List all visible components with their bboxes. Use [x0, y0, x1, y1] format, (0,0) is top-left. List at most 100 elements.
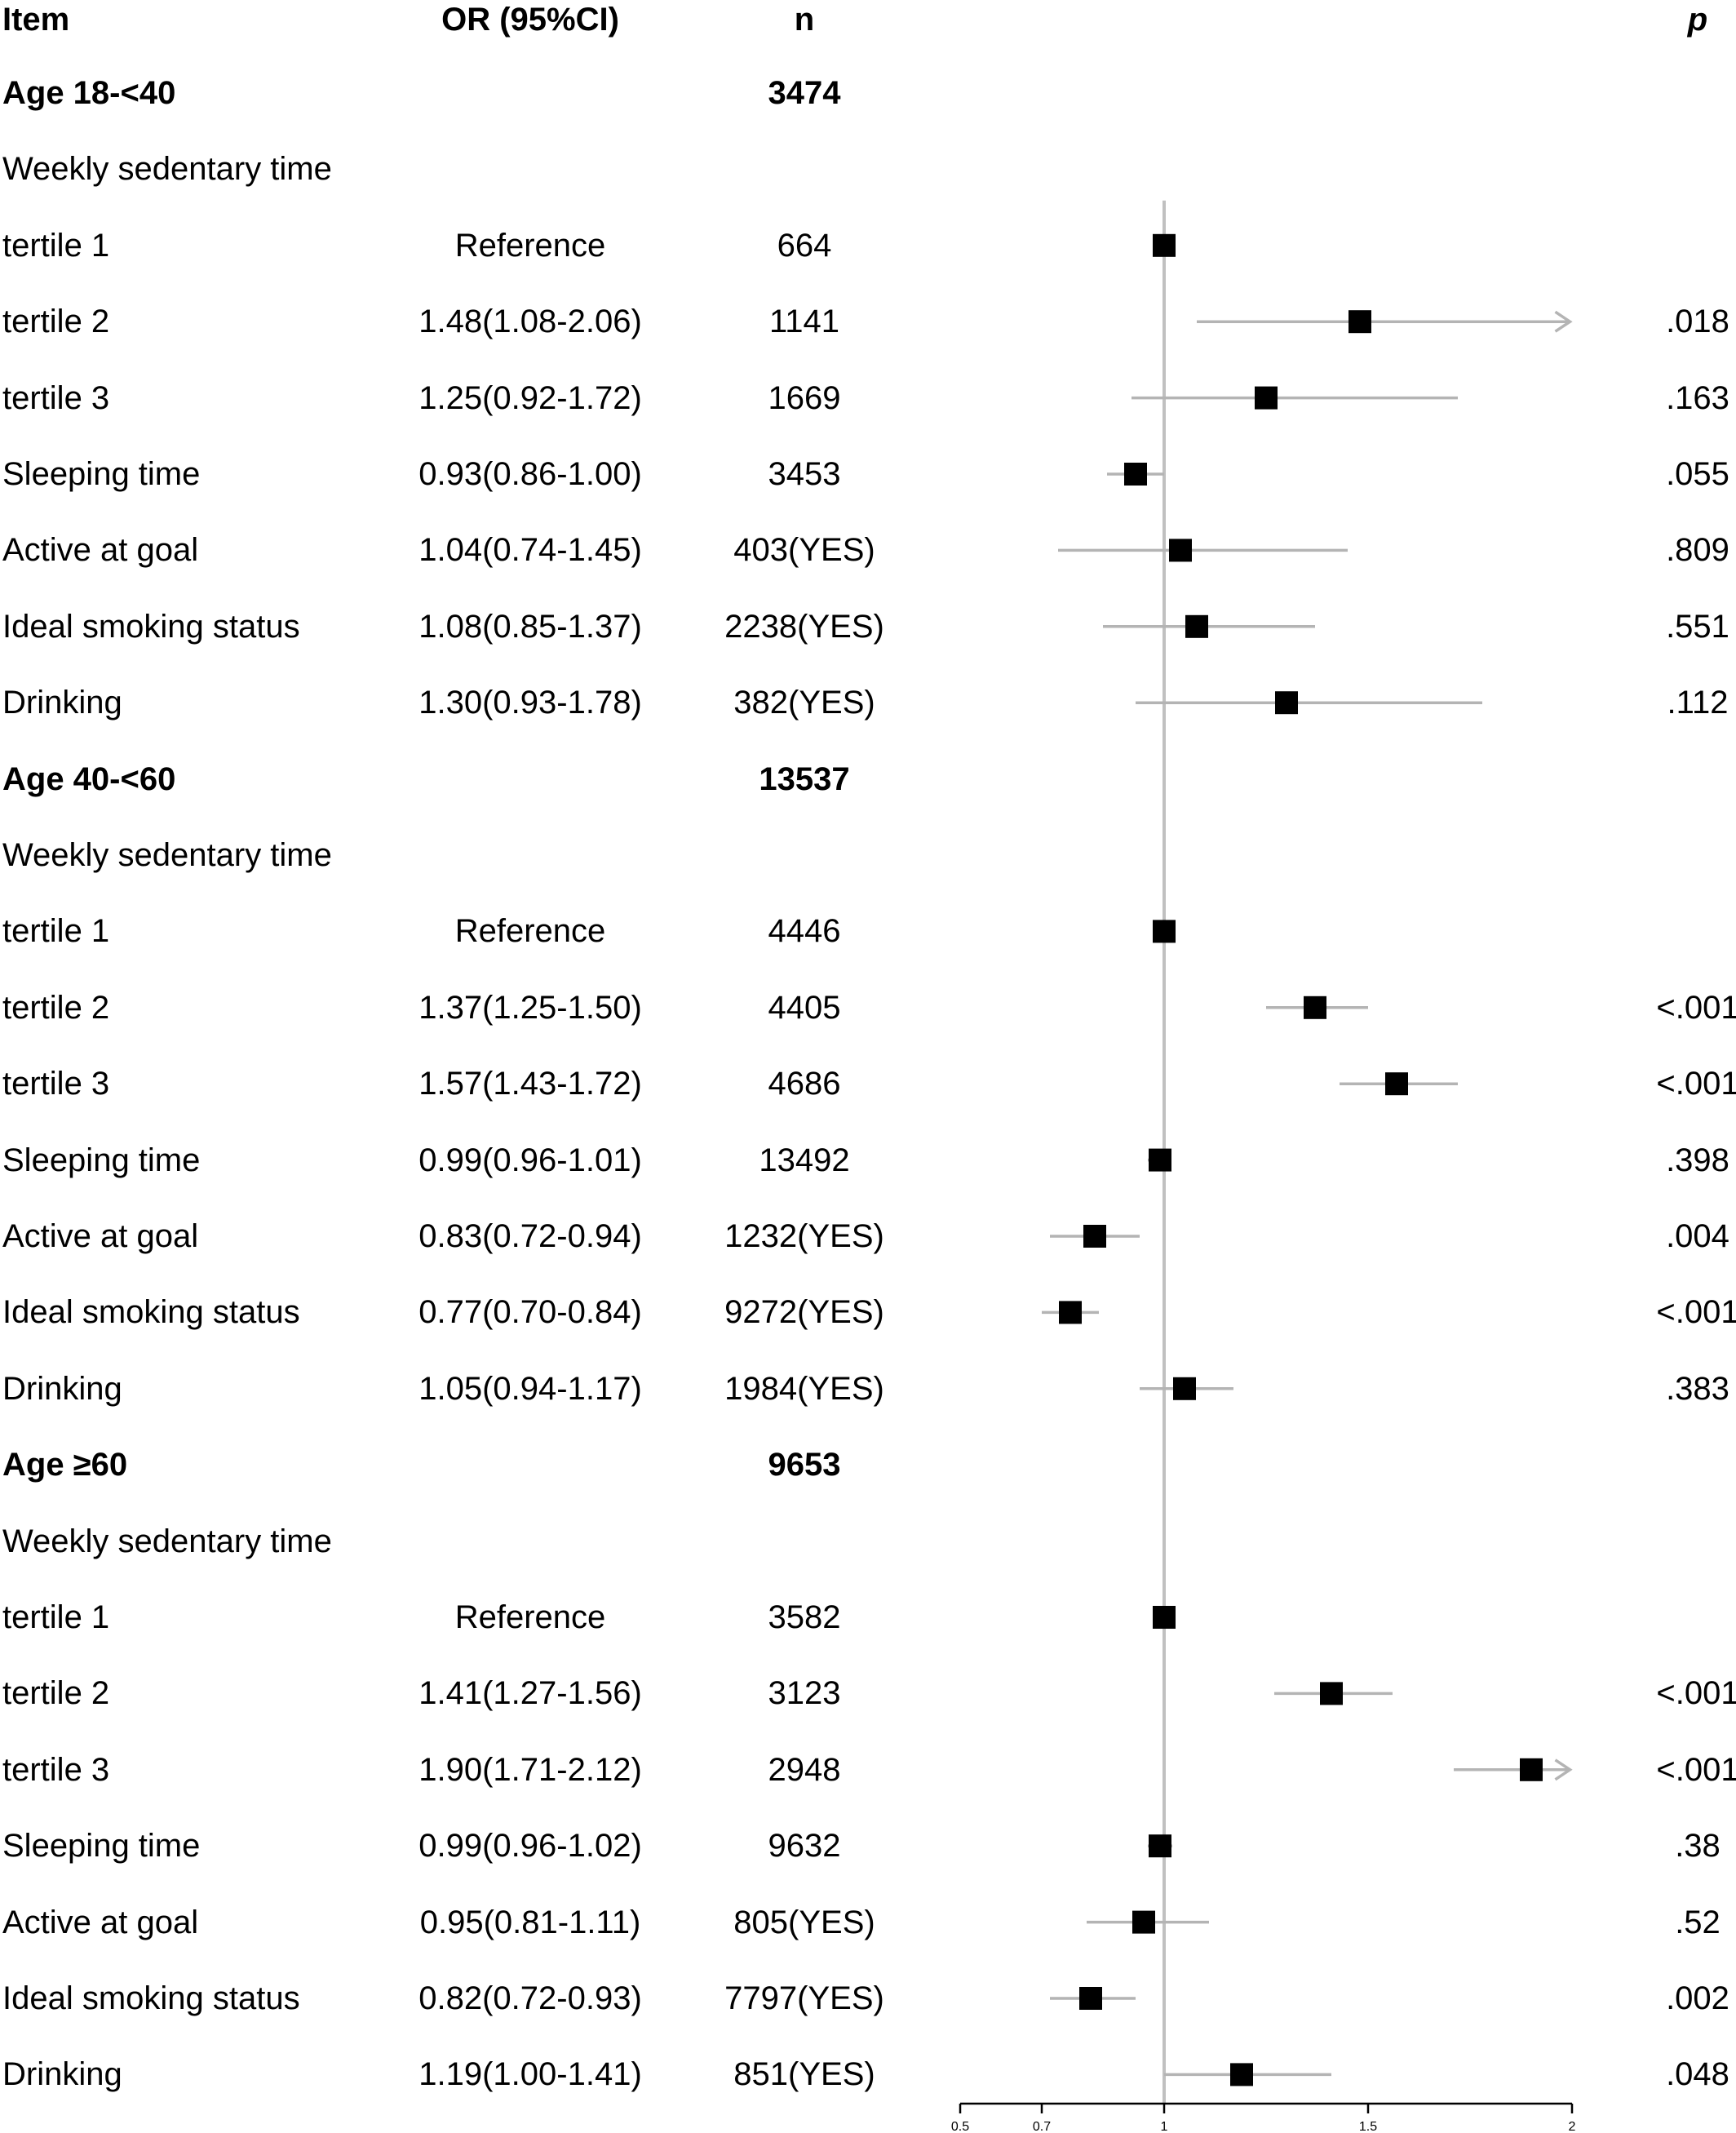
or-marker [1169, 539, 1192, 562]
or-marker [1255, 386, 1278, 410]
row-n: 851(YES) [733, 2056, 875, 2093]
x-axis: 0.5 0.7 1 1.5 2 [951, 2102, 1576, 2133]
row-p: .398 [1666, 1142, 1729, 1178]
row-or: 1.05(0.94-1.17) [418, 1370, 642, 1407]
row-p: .048 [1666, 2056, 1729, 2093]
row-item: tertile 3 [2, 1751, 110, 1788]
row-n: 3582 [768, 1599, 841, 1635]
or-marker [1079, 1987, 1102, 2010]
row-or: 1.19(1.00-1.41) [418, 2056, 642, 2093]
row-item: Drinking [2, 1370, 122, 1407]
row-n: 1669 [768, 379, 841, 416]
row-or: 1.37(1.25-1.50) [418, 989, 642, 1026]
row-n: 13492 [759, 1142, 850, 1178]
row-n: 2948 [768, 1751, 841, 1788]
row-item: Ideal smoking status [2, 1980, 300, 2016]
row-p: .112 [1667, 685, 1729, 721]
row-or: 1.57(1.43-1.72) [418, 1066, 642, 1102]
row-or: Reference [454, 1599, 606, 1635]
row-or: 1.30(0.93-1.78) [418, 685, 642, 721]
or-marker [1149, 1148, 1171, 1172]
header-item: Item [2, 2, 70, 38]
ci-arrow [1554, 310, 1573, 333]
or-marker [1230, 2063, 1253, 2086]
row-n: 1232(YES) [724, 1218, 884, 1254]
or-marker [1153, 1606, 1176, 1629]
row-p: <.001 [1656, 1675, 1736, 1712]
row-n: 805(YES) [733, 1904, 875, 1940]
row-item: tertile 3 [2, 379, 110, 416]
row-item: tertile 2 [2, 304, 110, 340]
or-marker [1304, 996, 1326, 1019]
row-item: Drinking [2, 685, 122, 721]
or-marker [1083, 1225, 1106, 1248]
row-n: 3123 [768, 1675, 841, 1712]
row-p: .52 [1675, 1904, 1720, 1940]
ci-lines-group [1042, 310, 1573, 2077]
x-tick-label: 0.7 [1033, 2120, 1051, 2133]
row-item: tertile 2 [2, 1675, 110, 1712]
row-item: tertile 1 [2, 227, 110, 264]
group-n: 13537 [759, 761, 850, 797]
row-or: 1.90(1.71-2.12) [418, 1751, 642, 1788]
x-tick-label: 2 [1569, 2120, 1576, 2133]
or-marker [1348, 310, 1371, 334]
row-or: Reference [454, 913, 606, 950]
or-marker [1153, 233, 1176, 257]
row-p: <.001 [1656, 1066, 1736, 1102]
row-item: Sleeping time [2, 456, 201, 492]
group-label: Age 40-<60 [2, 761, 176, 797]
row-item: Ideal smoking status [2, 608, 300, 645]
row-item: Drinking [2, 2056, 122, 2093]
x-tick-label: 1 [1161, 2120, 1168, 2133]
header-or: OR (95%CI) [441, 2, 619, 38]
or-marker [1153, 920, 1176, 943]
x-tick-label: 1.5 [1359, 2120, 1377, 2133]
row-or: 0.99(0.96-1.02) [418, 1828, 642, 1865]
markers-group [1059, 233, 1543, 2086]
row-n: 4446 [768, 913, 841, 950]
row-item: tertile 2 [2, 989, 110, 1026]
row-n: 382(YES) [733, 685, 875, 721]
row-p: .004 [1666, 1218, 1729, 1254]
row-p: <.001 [1656, 989, 1736, 1026]
row-item: Active at goal [2, 1904, 199, 1940]
row-or: 0.99(0.96-1.01) [418, 1142, 642, 1178]
row-or: 0.95(0.81-1.11) [419, 1904, 641, 1940]
row-n: 4686 [768, 1066, 841, 1102]
row-or: 0.82(0.72-0.93) [418, 1980, 642, 2016]
subgroup-label: Weekly sedentary time [2, 1523, 332, 1559]
or-marker [1149, 1834, 1171, 1858]
row-or: Reference [454, 227, 606, 264]
row-p: .002 [1666, 1980, 1729, 2016]
row-n: 403(YES) [733, 532, 875, 569]
or-marker [1059, 1301, 1082, 1324]
or-marker [1185, 614, 1208, 638]
row-or: 1.04(0.74-1.45) [418, 532, 642, 569]
group-label: Age ≥60 [2, 1447, 128, 1483]
row-or: 1.48(1.08-2.06) [418, 304, 642, 340]
row-item: Ideal smoking status [2, 1294, 300, 1331]
header-p: p [1687, 2, 1708, 38]
row-n: 7797(YES) [724, 1980, 884, 2016]
row-item: Active at goal [2, 532, 199, 569]
row-p: .055 [1666, 456, 1729, 492]
row-or: 0.77(0.70-0.84) [418, 1294, 642, 1331]
row-n: 9272(YES) [724, 1294, 884, 1331]
row-p: <.001 [1656, 1751, 1736, 1788]
group-label: Age 18-<40 [2, 75, 176, 111]
subgroup-label: Weekly sedentary time [2, 151, 332, 188]
group-n: 3474 [768, 75, 841, 111]
or-marker [1173, 1377, 1196, 1400]
row-item: Active at goal [2, 1218, 199, 1254]
row-p: .383 [1666, 1370, 1729, 1407]
row-p: .809 [1666, 532, 1729, 569]
row-n: 1141 [768, 304, 840, 340]
row-p: .018 [1666, 304, 1729, 340]
row-or: 1.08(0.85-1.37) [418, 608, 642, 645]
row-or: 0.93(0.86-1.00) [418, 456, 642, 492]
row-item: Sleeping time [2, 1142, 201, 1178]
header-n: n [794, 2, 815, 38]
row-or: 1.41(1.27-1.56) [418, 1675, 642, 1712]
